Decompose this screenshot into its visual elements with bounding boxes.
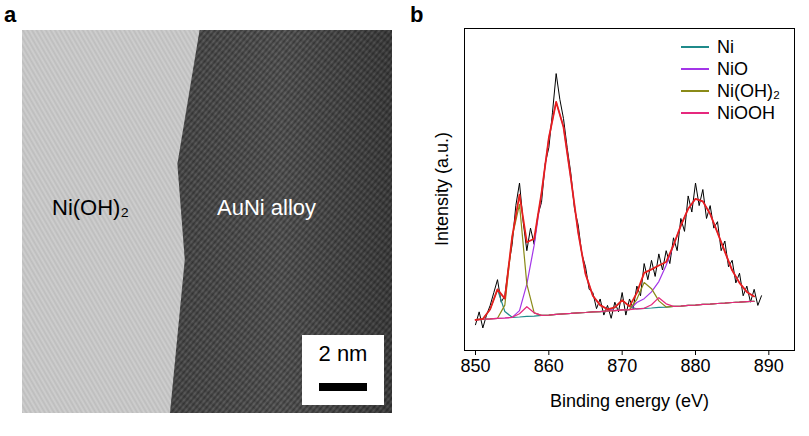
svg-text:870: 870 [607, 356, 637, 376]
html-text:b: b [410, 2, 424, 27]
html-text:NiOOH: NiOOH [717, 102, 775, 123]
html-text:NiO: NiO [717, 58, 748, 79]
html-text:Ni: Ni [717, 36, 734, 57]
html-text:Ni(OH)₂: Ni(OH)₂ [717, 80, 780, 101]
html-text:AuNi alloy: AuNi alloy [217, 195, 316, 220]
html-text:2 nm: 2 nm [318, 341, 368, 366]
svg-text:Binding energy (eV): Binding energy (eV) [550, 391, 709, 411]
html-text:Intensity (a.u.): Intensity (a.u.) [431, 132, 452, 246]
svg-text:850: 850 [460, 356, 490, 376]
svg-text:880: 880 [680, 356, 710, 376]
svg-text:890: 890 [754, 356, 784, 376]
html-text:a: a [4, 2, 17, 27]
html-text:Ni(OH)₂: Ni(OH)₂ [52, 195, 129, 220]
svg-text:860: 860 [534, 356, 564, 376]
